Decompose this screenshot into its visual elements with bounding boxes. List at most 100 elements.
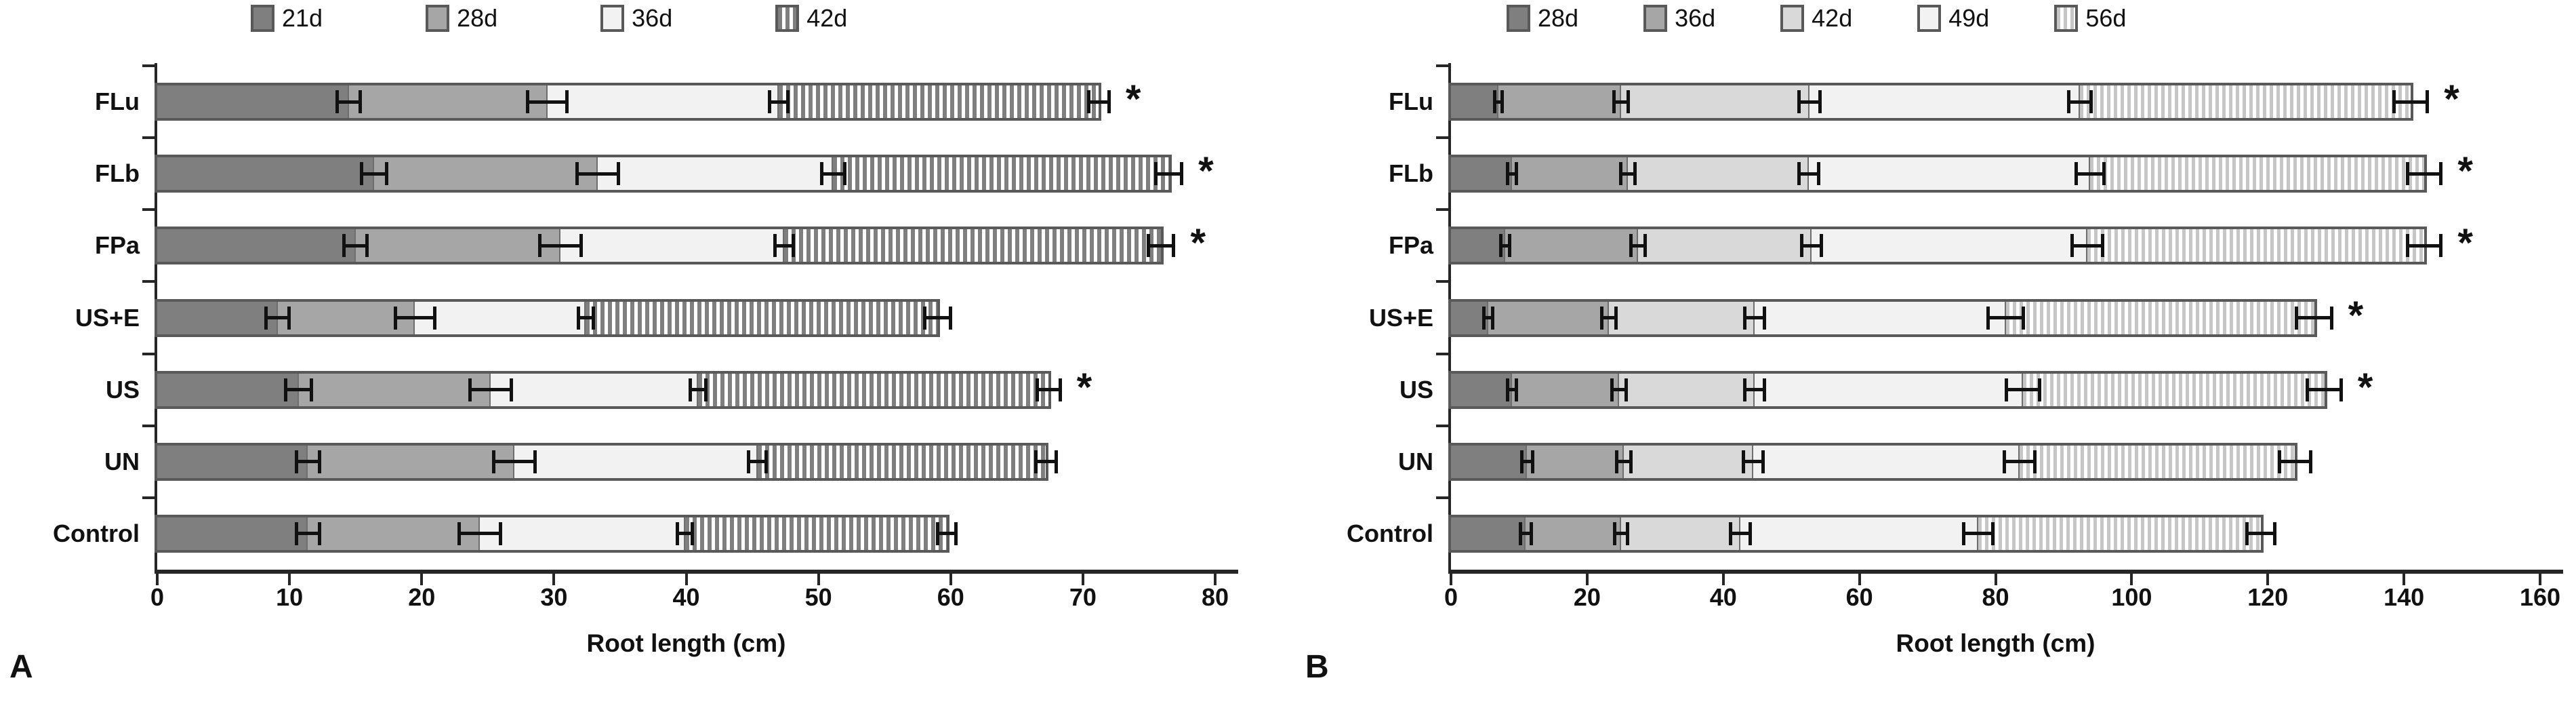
error-bar-line bbox=[1158, 172, 1181, 176]
error-bar-line bbox=[298, 532, 318, 536]
legend-item: 21d bbox=[251, 4, 323, 33]
legend-label: 49d bbox=[1948, 4, 1990, 32]
error-bar bbox=[1615, 450, 1633, 473]
error-bar bbox=[747, 450, 769, 473]
bar-segment-36d bbox=[1505, 229, 1639, 262]
legend-swatch bbox=[600, 5, 625, 32]
error-bar bbox=[689, 378, 708, 401]
stacked-bar bbox=[1448, 83, 2414, 121]
error-bar-line bbox=[1509, 388, 1515, 392]
legend-swatch bbox=[1507, 5, 1530, 32]
legend-label: 36d bbox=[632, 4, 673, 32]
x-axis-tick-label: 80 bbox=[1201, 583, 1229, 611]
category-label: FLb bbox=[95, 159, 140, 188]
bar-segment-49d bbox=[1809, 157, 2091, 191]
error-bar bbox=[1800, 234, 1824, 258]
legend-item: 36d bbox=[600, 4, 672, 33]
error-bar-line bbox=[692, 388, 704, 392]
bar-segment-21d bbox=[157, 445, 308, 478]
error-bar bbox=[2070, 234, 2105, 258]
x-axis-tick-label: 40 bbox=[1709, 583, 1737, 611]
error-bar-line bbox=[1616, 532, 1627, 536]
x-axis-tick bbox=[1585, 574, 1589, 585]
y-axis-tick bbox=[1436, 64, 1448, 67]
y-axis-tick bbox=[1436, 208, 1448, 212]
error-bar bbox=[359, 162, 389, 186]
error-bar bbox=[294, 450, 321, 473]
error-bar bbox=[2295, 306, 2333, 330]
error-bar bbox=[576, 306, 595, 330]
error-bar-line bbox=[339, 100, 359, 104]
bar-segment-28d bbox=[1451, 229, 1506, 262]
y-axis-tick bbox=[142, 424, 155, 427]
bar-segment-42d bbox=[757, 445, 1046, 478]
error-bar bbox=[1154, 162, 1184, 186]
error-bar bbox=[1986, 306, 2025, 330]
stacked-bar bbox=[1448, 370, 2327, 409]
legend: 21d 28d 36d 42d bbox=[251, 4, 847, 33]
error-bar-line bbox=[823, 172, 843, 176]
x-axis-tick bbox=[684, 574, 688, 585]
x-axis-title: Root length (cm) bbox=[1896, 629, 2095, 657]
error-bar bbox=[773, 234, 795, 258]
bar-segment-36d bbox=[480, 517, 685, 550]
error-bar bbox=[468, 378, 513, 401]
error-bar bbox=[1086, 90, 1111, 114]
x-axis-tick bbox=[1081, 574, 1084, 585]
error-bar-line bbox=[1603, 316, 1615, 319]
bar-segment-21d bbox=[157, 157, 374, 191]
bar-segment-42d bbox=[1621, 85, 1810, 119]
chart-panel-A: 21d 28d 36d 42d FLu * FLb * FPa * US+E US * UN Control… bbox=[9, 4, 1238, 685]
error-bar-line bbox=[2298, 316, 2330, 319]
legend-swatch bbox=[1780, 5, 1805, 32]
legend-item: 42d bbox=[1780, 4, 1852, 33]
error-bar-line bbox=[2281, 460, 2309, 464]
error-bar-line bbox=[1486, 316, 1492, 319]
error-bar-line bbox=[1633, 243, 1644, 248]
error-bar-line bbox=[2249, 532, 2274, 536]
y-axis-tick bbox=[142, 280, 155, 283]
error-bar-line bbox=[471, 388, 510, 392]
bar-segment-42d bbox=[698, 373, 1049, 406]
x-axis-tick bbox=[2266, 574, 2270, 585]
bar-segment-36d bbox=[490, 373, 699, 406]
stacked-bar bbox=[1448, 514, 2264, 553]
bar-segment-28d bbox=[298, 373, 491, 406]
bar-segment-42d bbox=[779, 85, 1099, 119]
x-axis-tick bbox=[1721, 574, 1725, 585]
bar-segment-28d bbox=[1451, 301, 1489, 334]
legend-label: 28d bbox=[1538, 4, 1579, 32]
error-bar-line bbox=[1746, 388, 1763, 392]
bar-segment-28d bbox=[1451, 373, 1513, 406]
y-axis-tick bbox=[142, 352, 155, 355]
bar-segment-49d bbox=[1740, 517, 1979, 550]
legend-item: 28d bbox=[426, 4, 497, 33]
error-bar-line bbox=[541, 243, 580, 248]
bar-segment-28d bbox=[1451, 157, 1513, 191]
error-bar-line bbox=[2070, 100, 2090, 104]
legend-label: 28d bbox=[457, 4, 498, 32]
error-bar-line bbox=[1990, 316, 2022, 319]
category-label: US+E bbox=[75, 303, 140, 332]
bar-segment-56d bbox=[2022, 373, 2325, 406]
bar-segment-42d bbox=[833, 157, 1169, 191]
error-bar bbox=[2002, 450, 2037, 473]
error-bar-line bbox=[268, 316, 288, 319]
legend-swatch bbox=[426, 5, 450, 32]
category-label: UN bbox=[104, 447, 140, 475]
bar-segment-28d bbox=[1451, 445, 1528, 478]
error-bar-line bbox=[1746, 316, 1763, 319]
legend-swatch bbox=[1917, 5, 1942, 32]
error-bar-line bbox=[529, 100, 565, 104]
bar-segment-49d bbox=[1810, 85, 2081, 119]
stacked-bar bbox=[1448, 298, 2317, 337]
y-axis-tick bbox=[142, 64, 155, 67]
x-axis-tick bbox=[552, 574, 556, 585]
error-bar bbox=[342, 234, 369, 258]
stacked-bar bbox=[155, 83, 1102, 121]
error-bar-line bbox=[1038, 388, 1059, 392]
bar-segment-36d bbox=[1498, 85, 1622, 119]
stacked-bar bbox=[1448, 155, 2428, 193]
error-bar-line bbox=[939, 532, 954, 536]
category-label: FPa bbox=[1388, 231, 1433, 260]
